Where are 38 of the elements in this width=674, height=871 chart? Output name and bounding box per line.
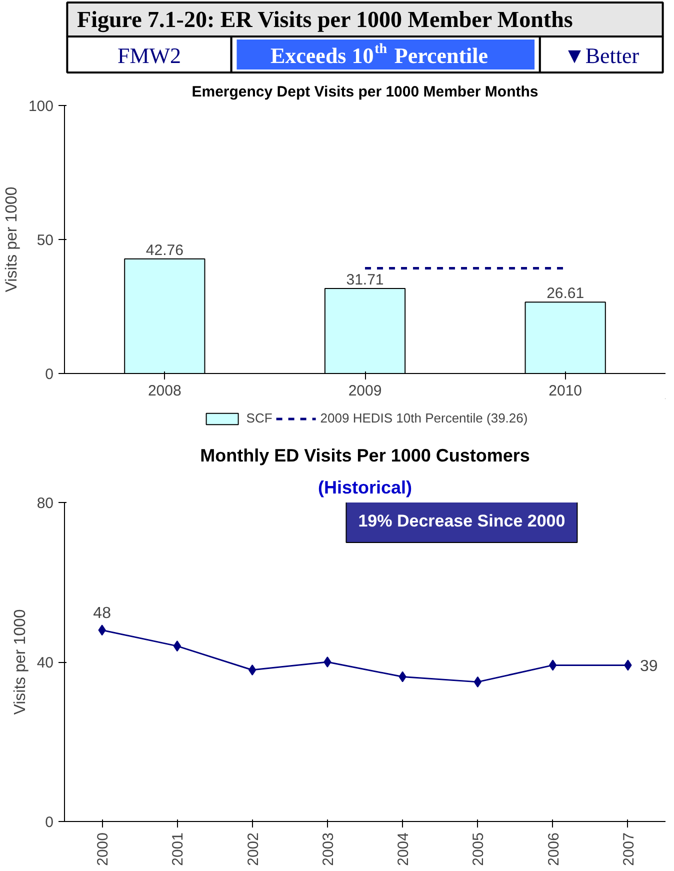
y-axis-title: Visits per 1000 — [12, 609, 29, 715]
chart-subtitle: (Historical) — [318, 478, 412, 498]
text: ▼Better — [564, 43, 640, 68]
y-tick-label: 0 — [45, 366, 54, 383]
y-tick-label: 100 — [28, 98, 54, 115]
x-tick-label: 2004 — [395, 832, 412, 866]
caption: Figure 7.1-20: ER Visits per 1000 Member Months — [77, 7, 573, 33]
legend-label: 2009 HEDIS 10th Percentile (39.26) — [320, 410, 528, 426]
y-tick-label: 40 — [36, 654, 54, 672]
data-label: 42.76 — [146, 242, 184, 259]
x-tick-label: 2000 — [94, 832, 112, 866]
point — [173, 640, 182, 652]
x-tick-label: 2010 — [548, 382, 582, 400]
x-tick-label: 2007 — [620, 832, 638, 866]
x-tick-label: 2001 — [170, 832, 187, 866]
y-tick-label: 0 — [45, 814, 54, 831]
chart-title: Emergency Dept Visits per 1000 Member Months — [192, 84, 538, 100]
x-tick-label: 2008 — [148, 382, 182, 400]
annotation: 19% Decrease Since 2000 — [358, 512, 566, 530]
data-label: 48 — [93, 605, 112, 622]
y-tick-label: 50 — [36, 232, 54, 249]
data-label: 26.61 — [546, 285, 584, 302]
x-tick-label: 2009 — [348, 382, 382, 400]
chart-title: Monthly ED Visits Per 1000 Customers — [200, 446, 530, 466]
data-label: 31.71 — [346, 272, 384, 289]
text: FMW2 — [117, 43, 182, 68]
x-tick-label: 2005 — [470, 832, 488, 866]
x-tick-label: 2002 — [244, 832, 262, 866]
y-axis-title: Visits per 1000 — [3, 186, 20, 292]
point — [474, 676, 482, 688]
legend-label: SCF — [246, 410, 272, 426]
x-tick-label: 2003 — [320, 832, 337, 866]
x-tick-label: 2006 — [545, 832, 562, 866]
point — [248, 664, 256, 676]
point — [324, 656, 332, 668]
data-label: 39 — [640, 658, 658, 676]
point — [548, 660, 557, 671]
y-tick-label: 80 — [36, 495, 54, 512]
